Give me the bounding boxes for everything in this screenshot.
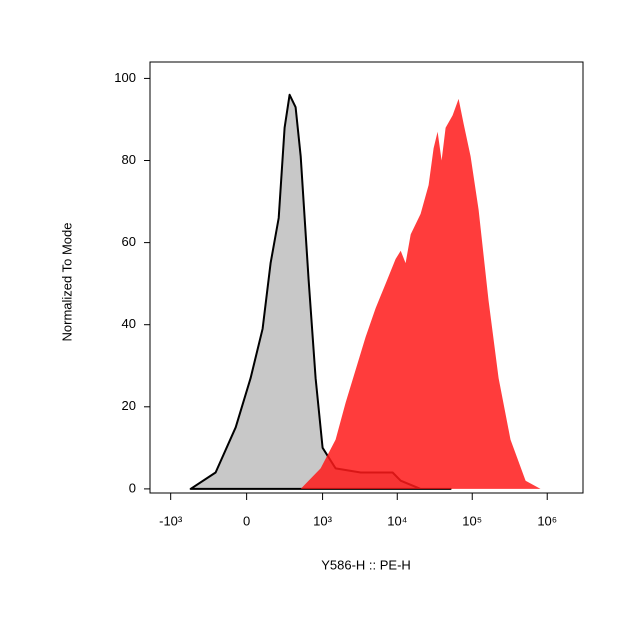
x-tick-label: 10⁴ xyxy=(387,513,407,528)
y-tick-label: 20 xyxy=(122,398,136,413)
x-tick-label: 10⁵ xyxy=(462,513,482,528)
x-tick-label: 10³ xyxy=(313,513,332,528)
y-tick-label: 100 xyxy=(114,70,136,85)
x-axis-label: Y586-H :: PE-H xyxy=(321,557,411,572)
y-tick-label: 40 xyxy=(122,316,136,331)
x-tick-label: 10⁶ xyxy=(537,513,557,528)
plot-frame xyxy=(149,61,584,494)
y-tick-label: 60 xyxy=(122,234,136,249)
x-tick-label: 0 xyxy=(243,513,250,528)
y-axis-label: Normalized To Mode xyxy=(59,223,74,342)
histogram-area xyxy=(225,98,541,489)
y-tick-label: 80 xyxy=(122,152,136,167)
y-tick-label: 0 xyxy=(129,480,136,495)
x-tick-label: -10³ xyxy=(159,513,183,528)
